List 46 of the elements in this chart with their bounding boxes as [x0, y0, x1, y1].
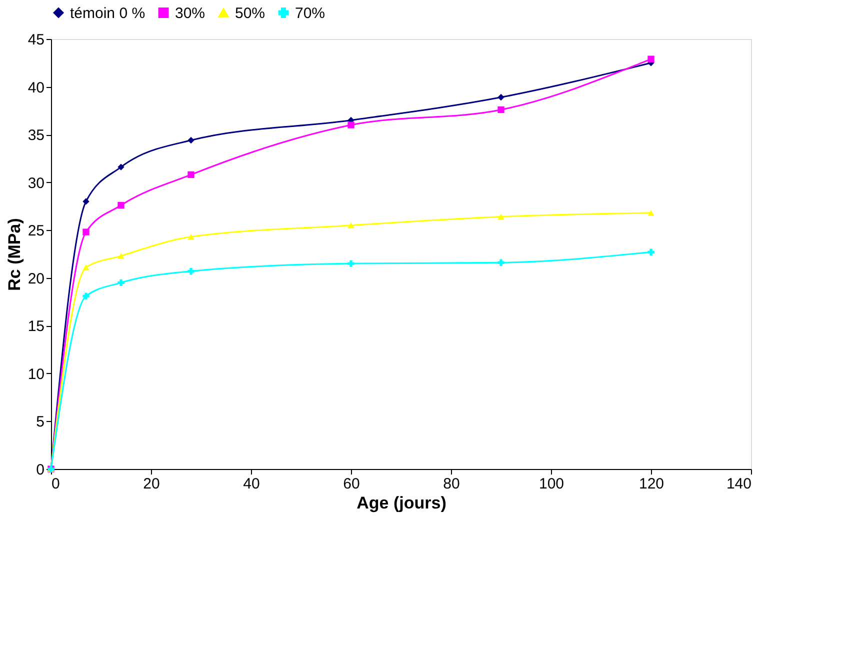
point	[498, 259, 504, 266]
y-tick-label: 10	[28, 366, 44, 383]
x-tick-label: 120	[638, 476, 664, 492]
point	[348, 260, 354, 267]
x-tick-label: 100	[538, 476, 564, 492]
x-tick-label: 0	[52, 476, 60, 492]
x-tick-label: 140	[726, 476, 752, 492]
y-tick-label: 45	[28, 32, 44, 48]
point	[348, 222, 354, 228]
point	[188, 268, 194, 275]
y-axis-title: Rc (MPa)	[4, 218, 24, 291]
x-tick-label: 60	[343, 476, 360, 492]
y-tick-label: 0	[36, 462, 44, 478]
x-tick-label: 20	[143, 476, 160, 492]
point	[82, 198, 90, 205]
y-tick-label: 5	[36, 414, 44, 431]
x-tick-label: 80	[443, 476, 460, 492]
y-tick-label: 40	[28, 79, 44, 96]
point	[498, 94, 504, 101]
point	[82, 228, 90, 236]
point	[82, 292, 90, 300]
legend-label: 50%	[235, 4, 266, 22]
point	[118, 164, 124, 170]
legend-label: 70%	[295, 4, 326, 22]
point	[188, 234, 194, 240]
point	[498, 214, 504, 220]
point	[648, 248, 654, 256]
y-tick-label: 15	[28, 318, 44, 336]
point	[118, 253, 124, 259]
legend-label: 30%	[175, 4, 206, 22]
point	[118, 279, 124, 286]
x-axis-title: Age (jours)	[356, 494, 446, 512]
legend-label: témoin 0 %	[70, 4, 146, 22]
y-tick-label: 25	[28, 222, 44, 240]
point	[498, 106, 504, 114]
point	[188, 171, 194, 178]
x-tick-label: 40	[243, 476, 260, 492]
point	[82, 264, 90, 270]
y-tick-label: 30	[28, 174, 44, 192]
point	[118, 202, 124, 209]
point	[648, 210, 654, 216]
y-tick-label: 35	[28, 127, 44, 144]
point	[648, 56, 654, 62]
point	[348, 122, 354, 128]
point	[188, 136, 194, 144]
y-tick-label: 20	[28, 270, 44, 288]
